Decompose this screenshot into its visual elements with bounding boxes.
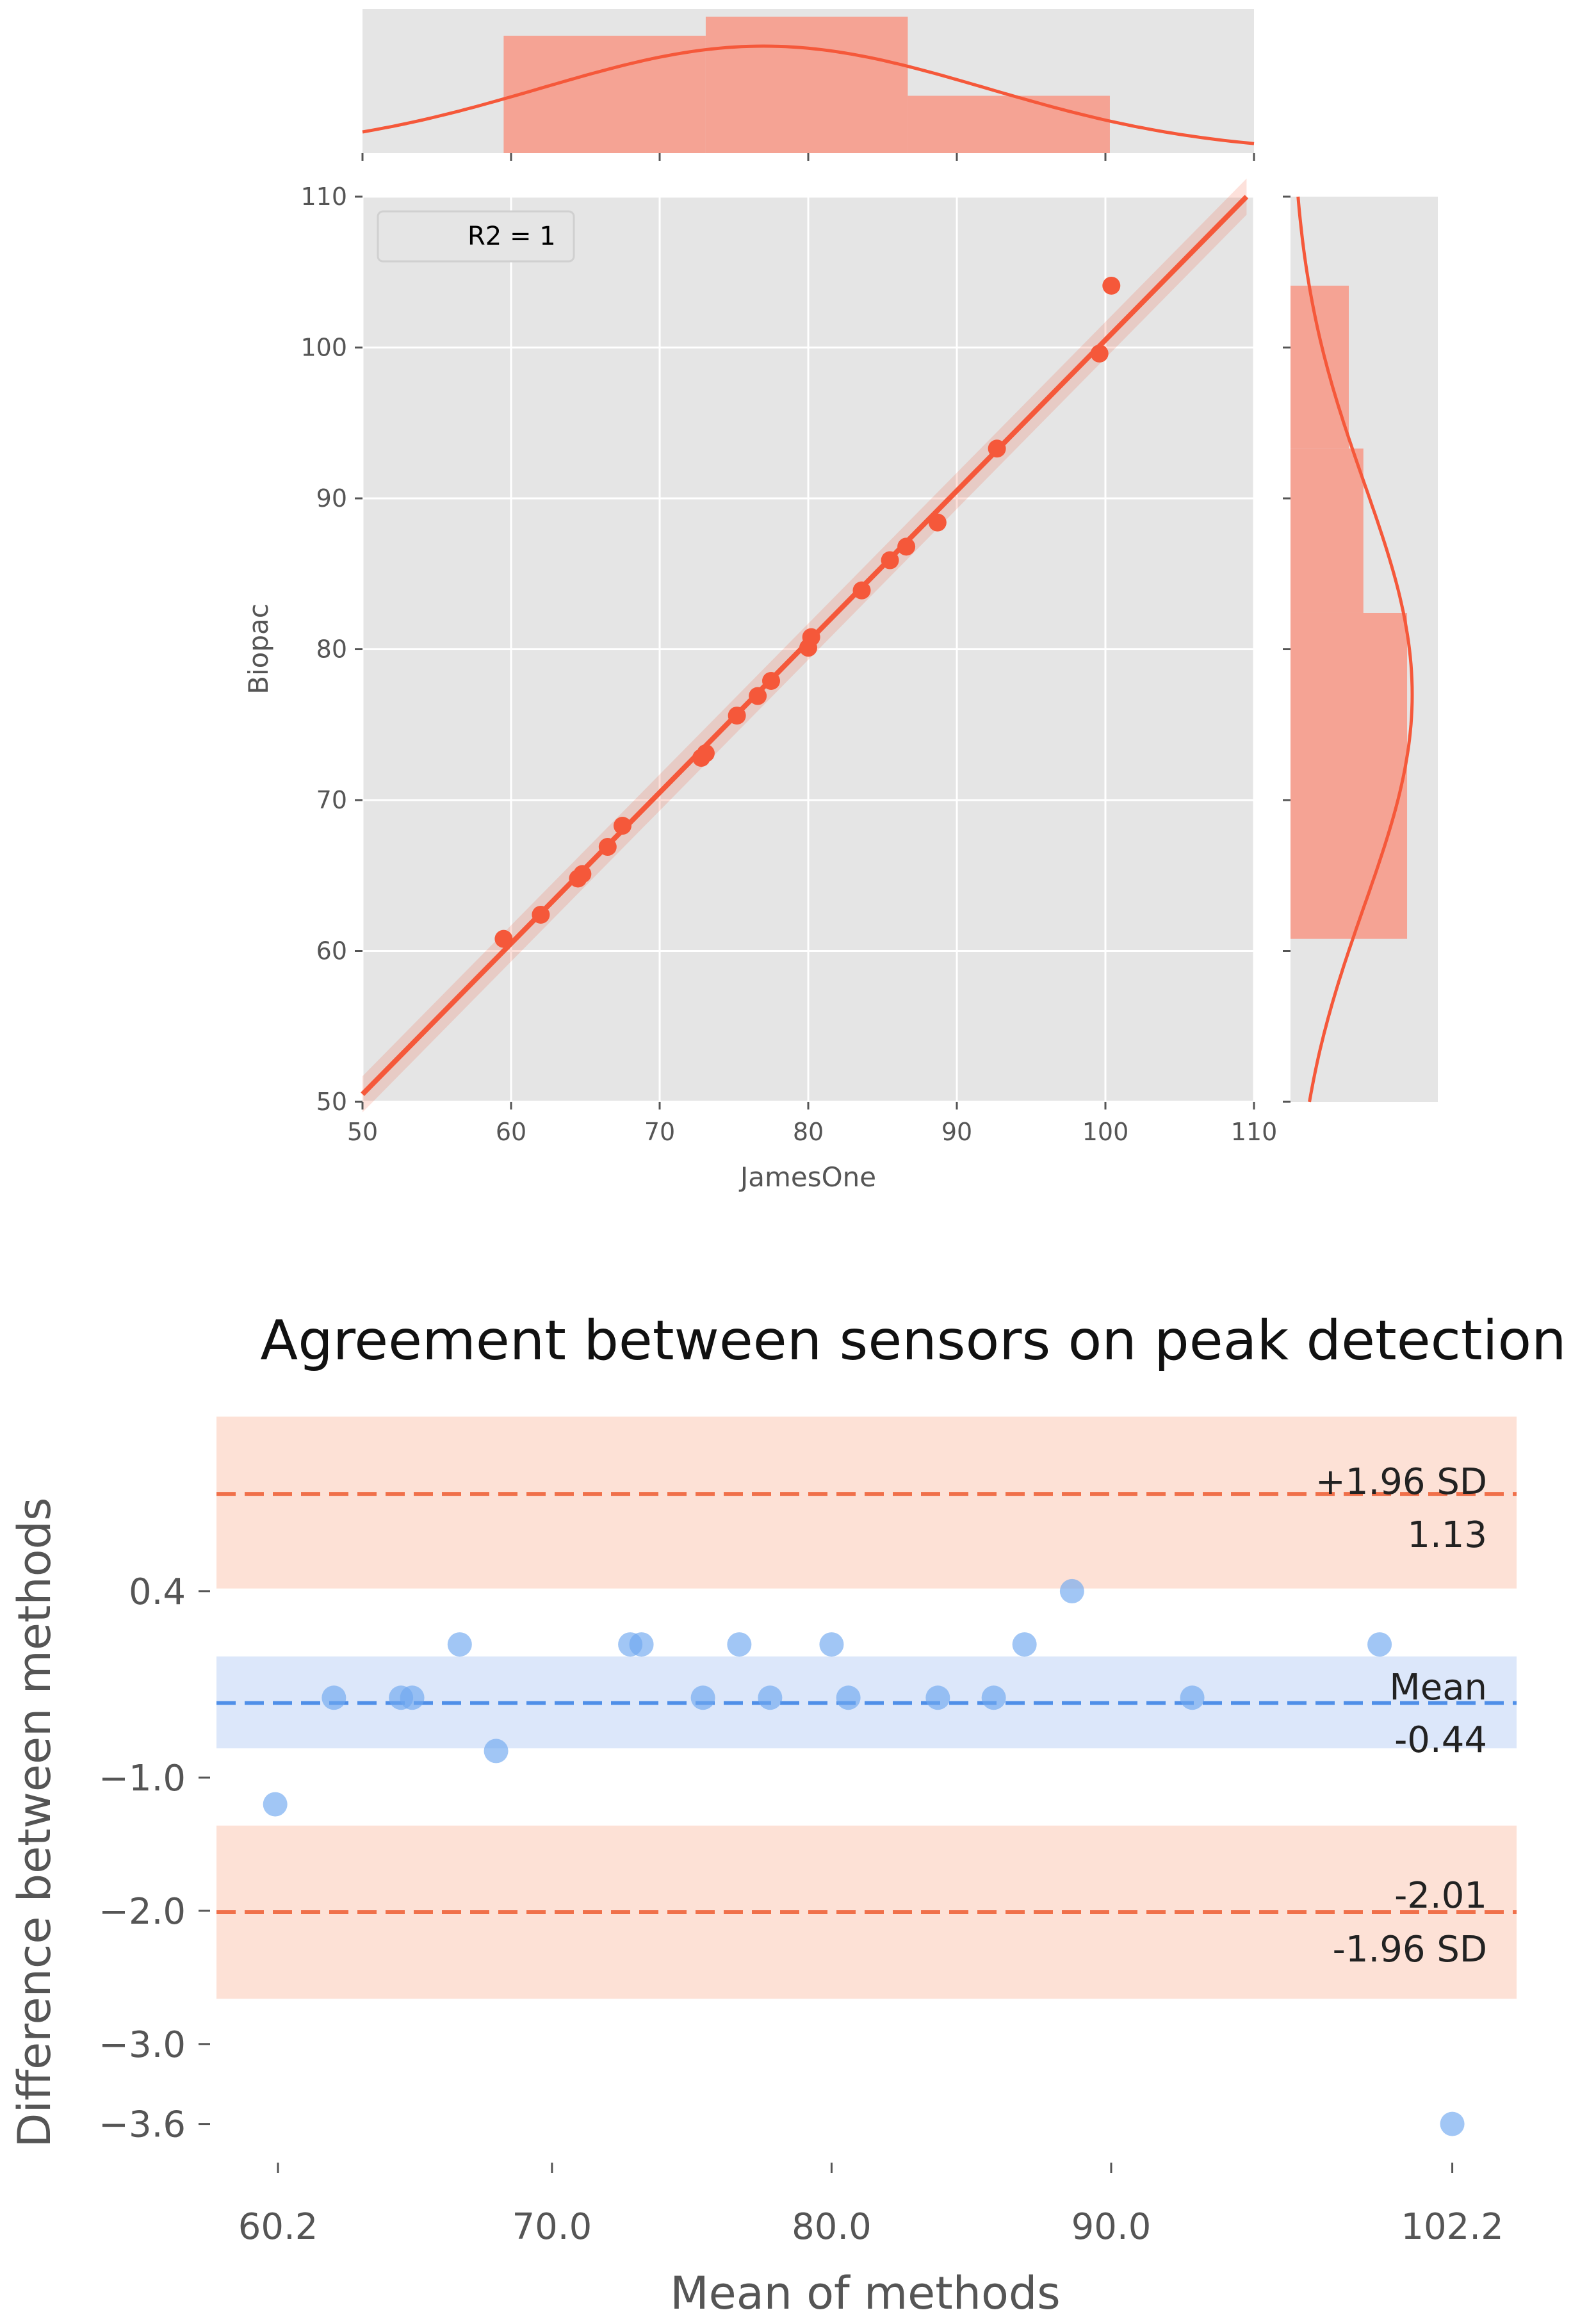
data-point [494,929,513,948]
data-point [819,1632,844,1657]
data-point [758,1685,783,1710]
data-point [690,1685,715,1710]
agreement-bands [216,1416,1517,1999]
data-point [696,744,715,762]
chart-title: Agreement between sensors on peak detect… [260,1309,1566,1373]
ba-y-tick-label: −1.0 [99,1758,186,1799]
data-point [484,1739,509,1764]
y-tick-label: 110 [300,183,347,211]
x-tick-label: 60 [496,1118,526,1146]
y-tick-label: 100 [300,334,347,362]
data-point [727,1632,752,1657]
y-tick-label: 60 [316,937,347,965]
ba-y-tick-label: −3.6 [99,2104,186,2146]
ba-x-tick-label: 80.0 [792,2206,872,2248]
data-point [928,513,947,532]
data-point [802,628,820,646]
y-tick-label: 70 [316,786,347,814]
data-point [897,537,916,556]
right-histogram-bar [1291,612,1408,939]
right-histogram-bar [1291,448,1364,613]
data-point [614,817,631,835]
data-point [836,1685,861,1710]
data-point [988,439,1006,458]
agreement-lines [216,1492,1517,1915]
bland-altman-plot: Agreement between sensors on peak detect… [8,1309,1567,2317]
data-point [263,1792,288,1817]
ba-y-tick-label: 0.4 [129,1571,186,1613]
data-point [1367,1632,1392,1657]
x-axis-label: JamesOne [738,1161,876,1193]
scatter-axis-ticks: 50 60 70 80 90 100 110 50 60 70 80 90 100 110 [300,153,1291,1146]
top-marginal-kde-curve [362,44,1255,145]
data-point [573,865,592,883]
mean-value: -0.44 [1394,1719,1487,1761]
x-tick-label: 70 [644,1118,675,1146]
scatter-points [494,276,1121,948]
top-histogram-bar [705,17,908,153]
upper-loa-label: +1.96 SD [1315,1461,1487,1503]
data-point [981,1685,1006,1710]
data-point [322,1685,346,1710]
ba-y-axis-label: Difference between methods [8,1498,61,2148]
x-tick-label: 80 [793,1118,824,1146]
data-point [1440,2111,1465,2136]
data-point [1102,276,1121,295]
legend-box [377,210,575,263]
data-point [532,905,550,924]
data-point [400,1685,425,1710]
ba-y-tick-label: −3.0 [99,2024,186,2066]
data-point [925,1685,950,1710]
y-axis-label: Biopac [243,603,274,694]
data-point [629,1632,654,1657]
ba-y-tick-label: −2.0 [99,1891,186,1933]
x-tick-label: 110 [1231,1118,1278,1146]
data-point [852,581,871,600]
lower-loa-value: -2.01 [1394,1875,1487,1917]
data-point [1090,344,1109,363]
ba-x-tick-label: 90.0 [1071,2206,1152,2248]
upper-loa-band [216,1416,1517,1589]
right-histogram-bar [1291,285,1349,449]
legend-label: R2 = 1 [468,222,556,251]
data-point [447,1632,472,1657]
data-point [728,707,746,725]
data-point [881,551,899,569]
data-point [598,838,617,856]
x-tick-label: 100 [1082,1118,1129,1146]
x-tick-label: 50 [347,1118,378,1146]
legend: R2 = 1 [377,210,575,263]
top-histogram-bar [908,95,1110,153]
difference-points [263,1578,1465,2136]
right-marginal-histogram [1291,285,1408,939]
data-point [749,687,767,705]
data-point [1059,1578,1084,1603]
upper-loa-value: 1.13 [1407,1514,1487,1556]
ba-x-tick-label: 60.2 [238,2206,318,2248]
lower-loa-label: -1.96 SD [1333,1929,1487,1970]
bland-altman-axis-ticks: 60.2 70.0 80.0 90.0 102.2 0.4 −1.0 −2.0 −3.0 −3.6 [99,1571,1504,2248]
data-point [1180,1685,1205,1710]
right-marginal-kde-curve [1296,196,1414,1102]
y-tick-label: 50 [316,1088,347,1116]
mean-label: Mean [1389,1667,1487,1708]
ba-x-tick-label: 102.2 [1401,2206,1503,2248]
y-tick-label: 90 [316,484,347,512]
data-point [762,671,780,690]
y-tick-label: 80 [316,635,347,664]
data-point [1012,1632,1037,1657]
ba-x-tick-label: 70.0 [512,2206,592,2248]
x-tick-label: 90 [941,1118,972,1146]
ba-x-axis-label: Mean of methods [670,2267,1061,2317]
